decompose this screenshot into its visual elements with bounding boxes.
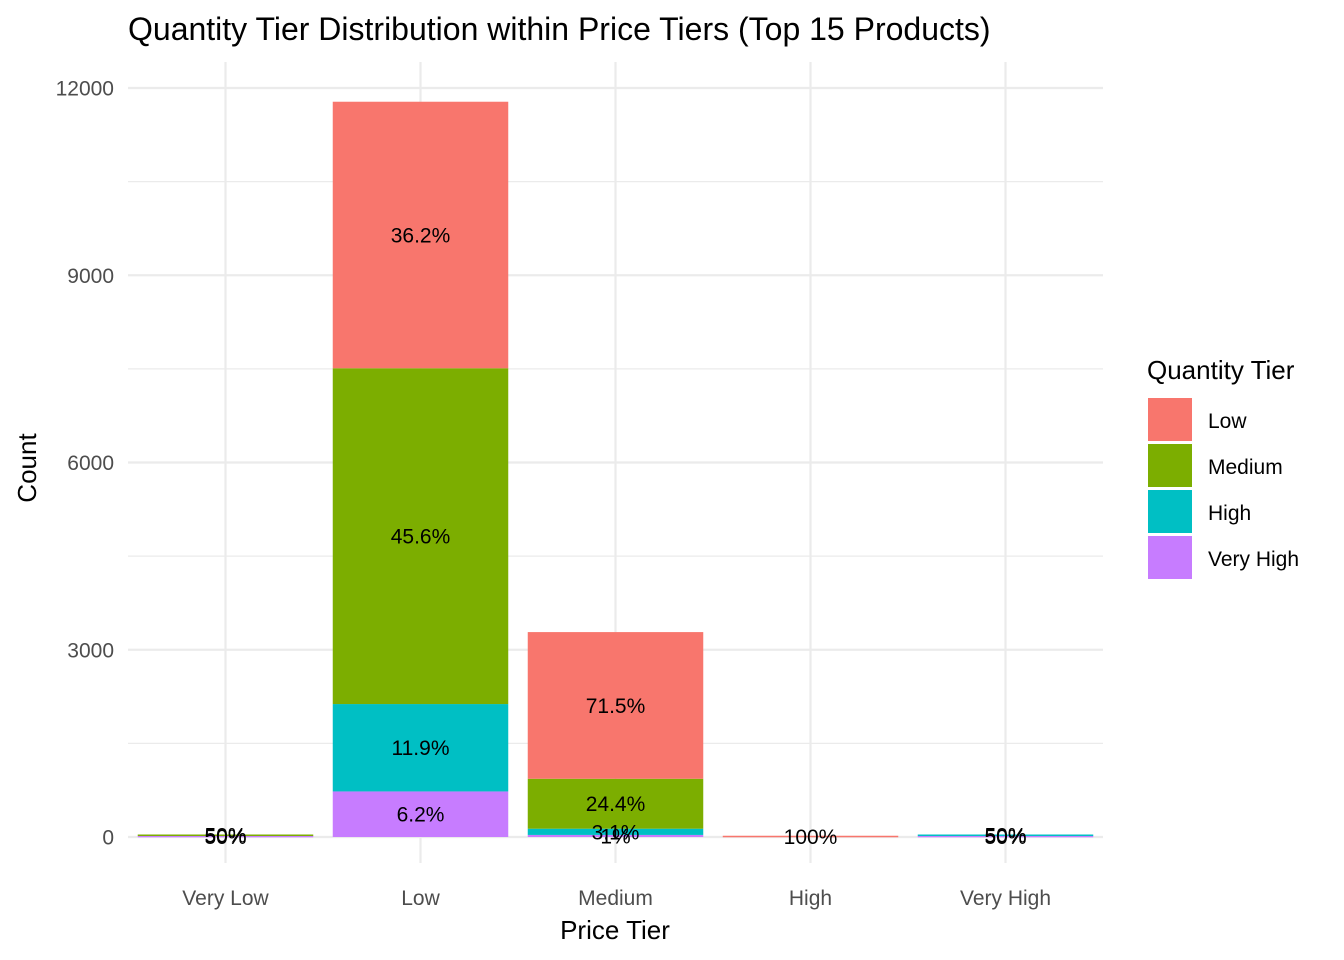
- bar-segment: [332, 704, 509, 792]
- bar-label: 50%: [204, 825, 246, 848]
- legend-label: Low: [1208, 410, 1247, 433]
- bar-segment: [917, 834, 1094, 837]
- bar-label: 3.1%: [592, 821, 640, 844]
- x-tick-label: Low: [401, 887, 440, 910]
- x-tick-label: Very High: [960, 887, 1051, 910]
- bar-label: 45.6%: [391, 526, 451, 549]
- legend-key: [1148, 490, 1192, 533]
- bars: [137, 101, 1094, 838]
- legend-key: [1148, 444, 1192, 487]
- x-tick-label: High: [789, 887, 832, 910]
- bar-label: 100%: [784, 826, 838, 849]
- bar-segment: [527, 834, 704, 837]
- bar-segment: [137, 835, 314, 838]
- chart-title: Quantity Tier Distribution within Price …: [128, 11, 991, 47]
- bar-segment: [332, 101, 509, 369]
- y-tick-label: 0: [102, 827, 114, 850]
- axis-ticks: 0 3000 6000 9000 12000 Very Low Low Medium High V…: [56, 78, 1051, 911]
- y-tick-label: 6000: [67, 452, 114, 475]
- bar-label: 36.2%: [391, 224, 451, 247]
- bar-segment: [137, 834, 314, 837]
- y-axis-title: Count: [12, 433, 42, 503]
- legend-label: Very High: [1208, 548, 1299, 571]
- y-tick-label: 3000: [67, 639, 114, 662]
- legend-title: Quantity Tier: [1147, 355, 1295, 385]
- x-tick-label: Very Low: [182, 887, 269, 910]
- bar-segment: [527, 828, 704, 835]
- legend-key: [1148, 398, 1192, 441]
- bar-segment: [917, 835, 1094, 838]
- bar-label: 24.4%: [586, 793, 646, 816]
- y-tick-label: 12000: [56, 78, 114, 101]
- y-tick-label: 9000: [67, 265, 114, 288]
- bar-segment: [332, 368, 509, 705]
- legend-label: Medium: [1208, 456, 1283, 479]
- bar-segment: [722, 835, 899, 838]
- bar-segment: [527, 778, 704, 829]
- bar-segment: [527, 632, 704, 779]
- bar-label: 50%: [204, 826, 246, 849]
- x-axis-title: Price Tier: [560, 915, 670, 945]
- bar-label: 50%: [984, 825, 1026, 848]
- bar-label: 11.9%: [392, 737, 450, 760]
- legend-key: [1148, 536, 1192, 579]
- legend-label: High: [1208, 502, 1251, 525]
- bar-segment: [332, 791, 509, 837]
- bar-label: 71.5%: [586, 695, 646, 718]
- bar-label: 1%: [600, 825, 630, 848]
- bar-labels: 50% 50% 6.2% 11.9% 45.6% 36.2% 1%3.1% 24.4% 71.5…: [204, 224, 1026, 848]
- bar-label: 6.2%: [397, 804, 445, 827]
- legend: Quantity Tier Low Medium High Very High: [1147, 355, 1299, 579]
- x-tick-label: Medium: [578, 887, 653, 910]
- bar-label: 50%: [984, 826, 1026, 849]
